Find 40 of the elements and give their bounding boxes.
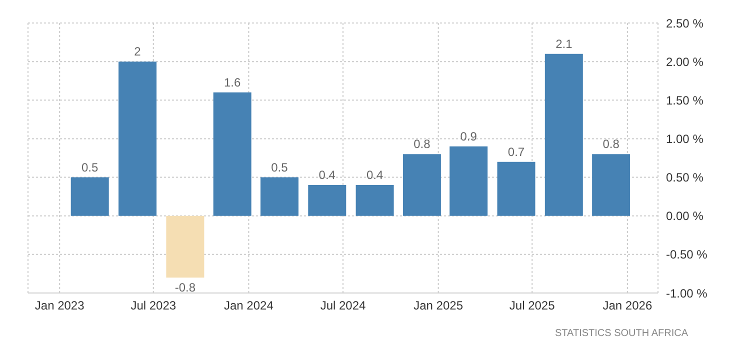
bar <box>356 185 394 216</box>
bar <box>166 216 204 278</box>
data-label: 2.1 <box>556 36 573 51</box>
data-label: 0.5 <box>271 160 288 174</box>
bar <box>402 154 441 216</box>
data-label: 0.8 <box>602 137 620 152</box>
x-tick-label: Jan 2023 <box>34 298 85 313</box>
y-tick-label: 0.50 % <box>666 170 704 185</box>
text: STATISTICS SOUTH AFRICA <box>555 328 688 339</box>
data-label: 2 <box>134 44 142 59</box>
bar <box>213 92 252 216</box>
y-tick-label: 0.00 % <box>666 209 704 224</box>
x-tick-label: Jan 2025 <box>414 298 464 313</box>
bar <box>544 54 583 216</box>
bar <box>450 146 488 216</box>
data-label: 0.8 <box>414 137 431 152</box>
x-tick-label: Jul 2024 <box>320 298 366 313</box>
bar <box>308 185 346 216</box>
y-tick-label: 1.50 % <box>666 93 704 108</box>
y-tick-label: -0.50 % <box>666 248 708 262</box>
x-tick-label: Jan 2026 <box>602 298 652 313</box>
data-label: 1.6 <box>224 75 241 90</box>
data-label: -0.8 <box>174 280 196 295</box>
y-tick-label: 2.50 % <box>666 16 704 30</box>
x-tick-label: Jul 2023 <box>130 298 176 313</box>
data-label: 0.5 <box>82 160 99 174</box>
y-tick-label: 1.00 % <box>666 132 704 146</box>
y-tick-label: 2.00 % <box>666 54 704 69</box>
bar <box>497 162 536 216</box>
bar <box>260 177 298 216</box>
bar <box>118 62 157 216</box>
y-tick-label: -1.00 % <box>666 286 708 300</box>
data-label: 0.4 <box>318 168 336 182</box>
x-tick-label: Jan 2024 <box>224 298 274 313</box>
data-label: 0.4 <box>366 168 384 182</box>
x-tick-label: Jul 2025 <box>509 298 556 313</box>
bar <box>592 154 630 216</box>
bar <box>70 177 109 216</box>
data-label: 0.7 <box>508 144 525 159</box>
data-label: 0.9 <box>460 129 478 144</box>
